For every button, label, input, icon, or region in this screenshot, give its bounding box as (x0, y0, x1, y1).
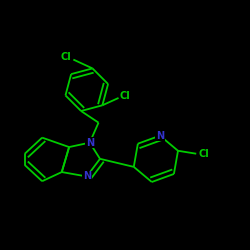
Text: N: N (156, 131, 164, 141)
Text: Cl: Cl (120, 92, 130, 102)
Text: N: N (86, 138, 94, 148)
Text: N: N (83, 172, 91, 181)
Text: Cl: Cl (198, 149, 209, 159)
Text: Cl: Cl (61, 52, 72, 62)
